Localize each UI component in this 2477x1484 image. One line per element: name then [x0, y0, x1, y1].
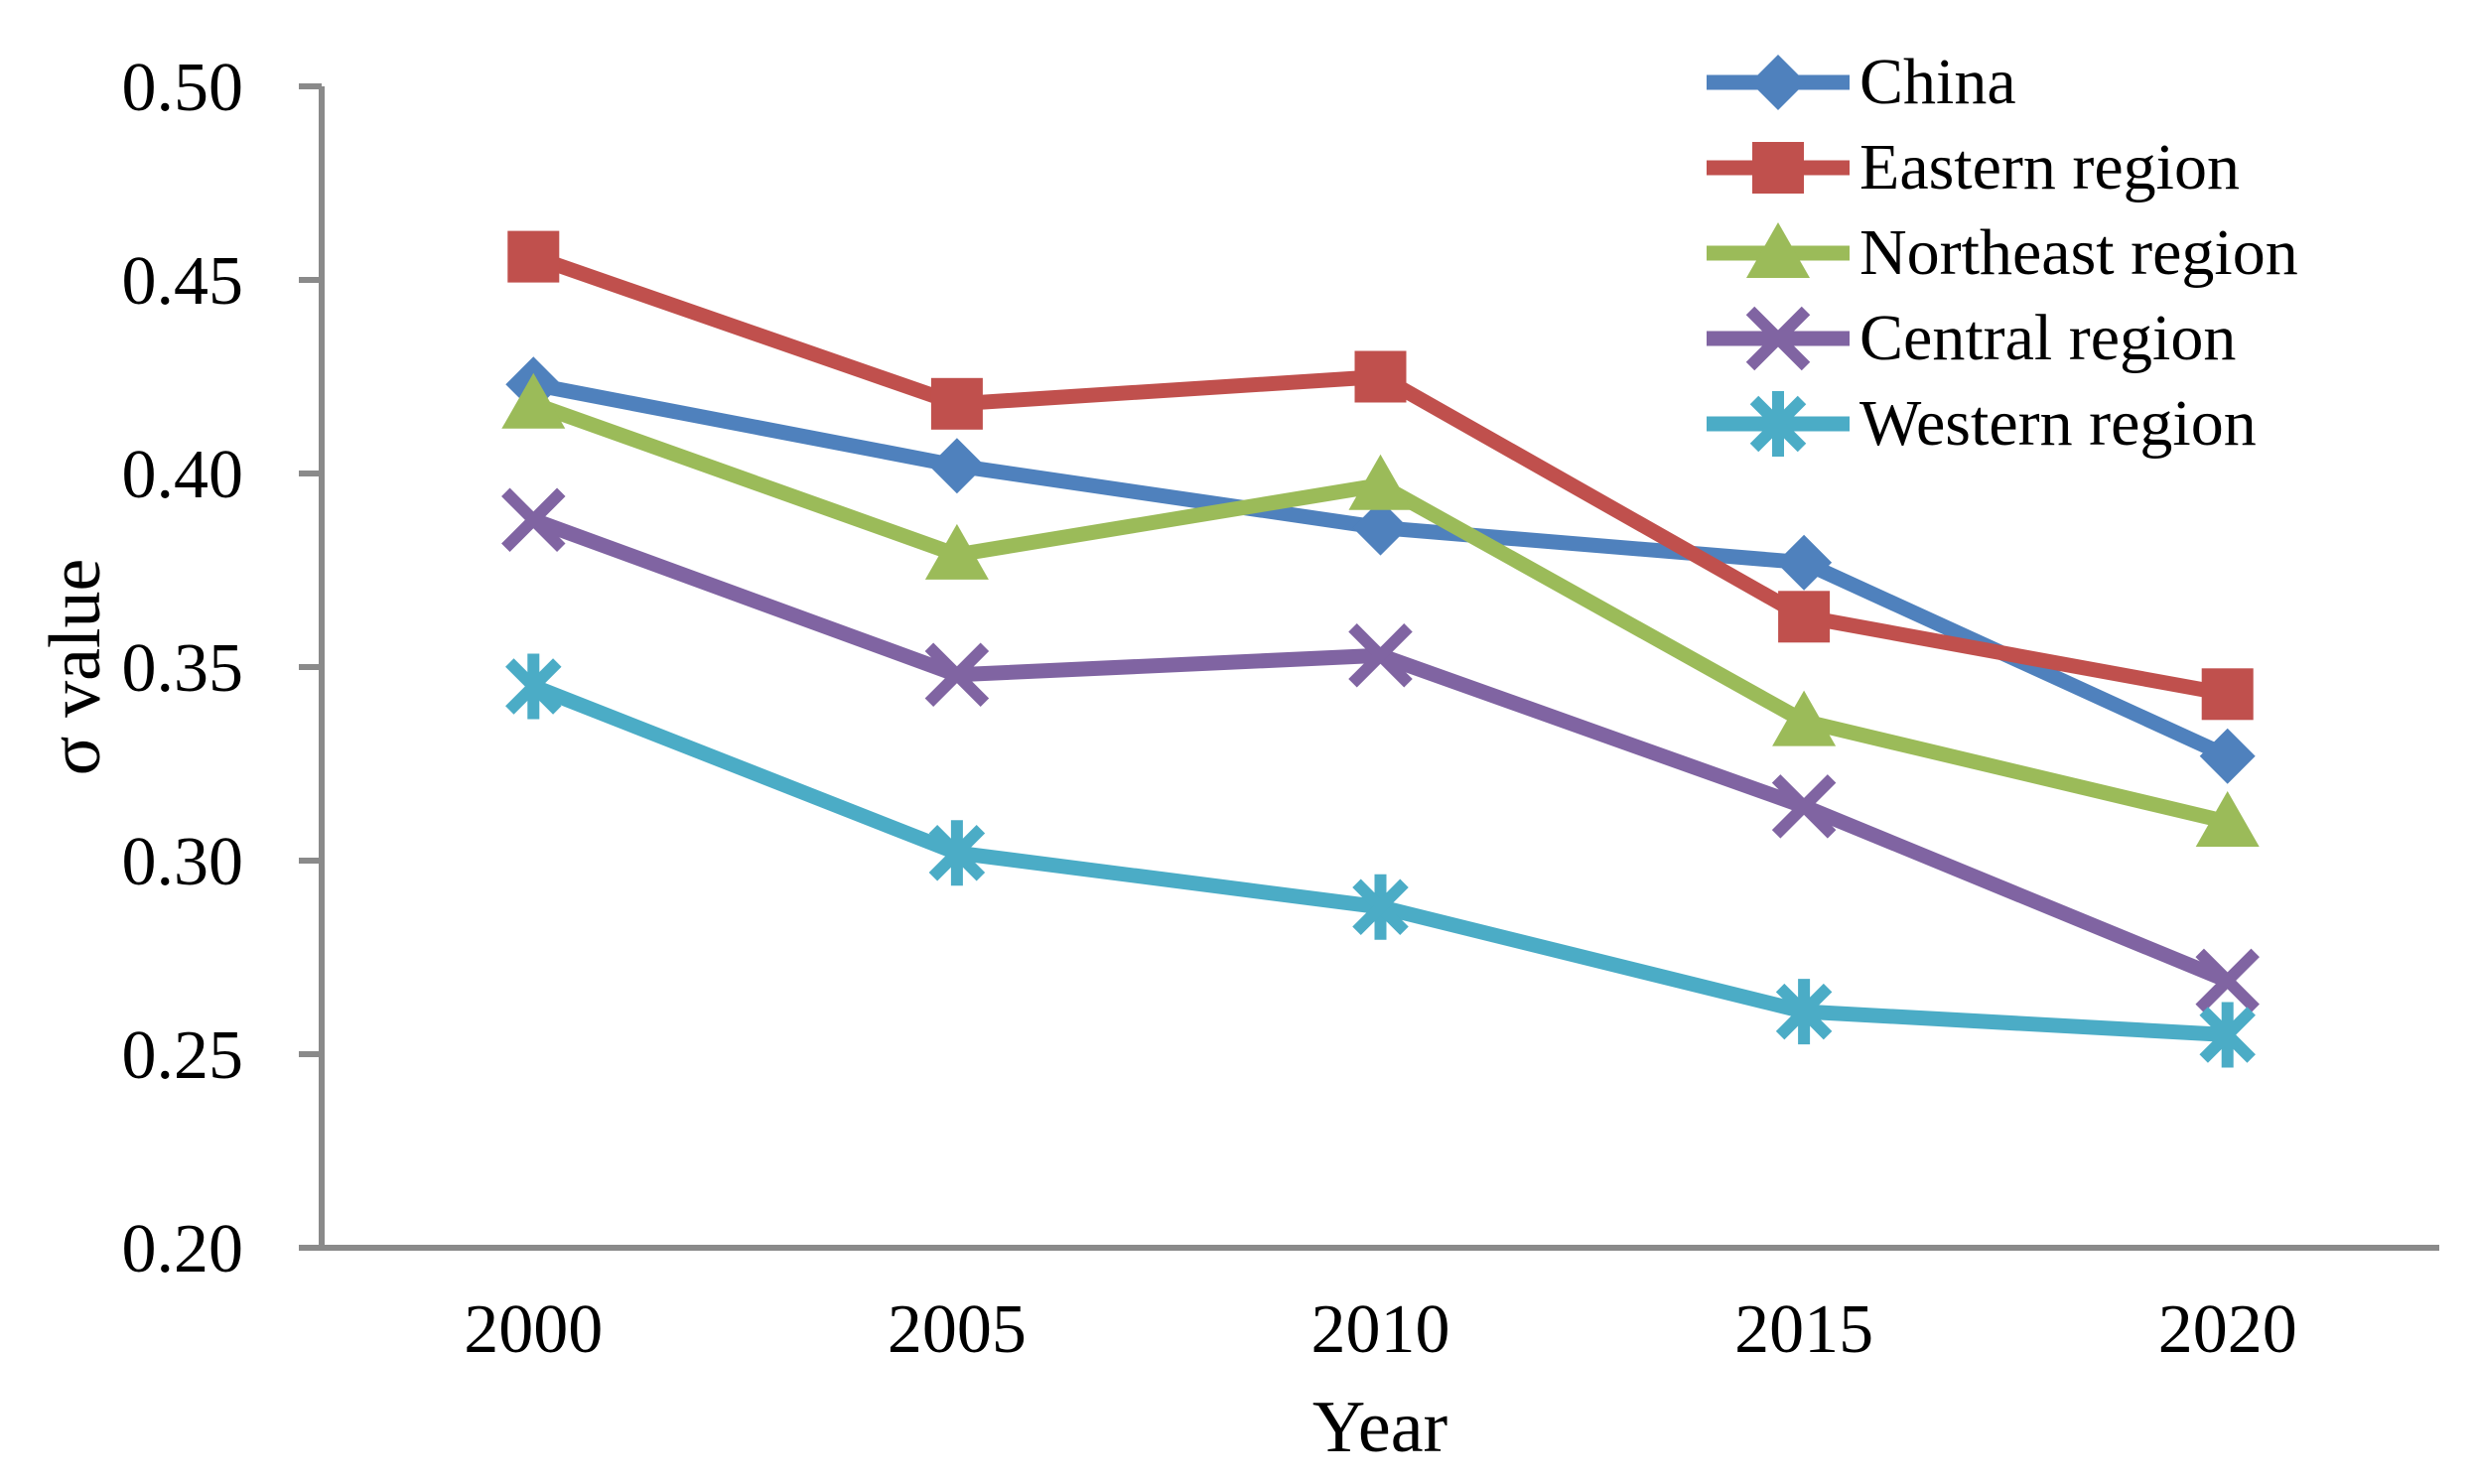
- triangle-marker-icon: [501, 372, 566, 429]
- legend-label: Eastern region: [1859, 131, 2241, 203]
- legend-marker-icon: [1752, 142, 1804, 194]
- square-marker-icon: [2201, 668, 2254, 721]
- legend-item-eastern-region: Eastern region: [1705, 125, 2298, 210]
- diamond-marker-icon: [1750, 55, 1806, 110]
- asterisk-marker-icon: [2199, 1007, 2256, 1063]
- legend-swatch-eastern-region: [1707, 142, 1850, 194]
- x-tick-label: 2000: [464, 1291, 603, 1368]
- data-point-northeast-region-2015: [1772, 690, 1837, 746]
- data-point-china-2010: [1352, 499, 1409, 556]
- diamond-marker-icon: [2199, 728, 2256, 784]
- triangle-marker-icon: [924, 523, 989, 580]
- x-marker-icon: [1771, 774, 1837, 839]
- triangle-marker-icon: [1348, 454, 1413, 510]
- y-tick-label: 0.40: [122, 437, 244, 513]
- data-point-central-region-2000: [501, 487, 566, 553]
- legend-swatch-northeast-region: [1707, 222, 1850, 278]
- y-tick-label: 0.30: [122, 824, 244, 900]
- data-point-central-region-2010: [1348, 623, 1413, 688]
- y-tick-label: 0.35: [122, 630, 244, 707]
- x-marker-icon: [924, 642, 990, 708]
- series-northeast-region: [501, 372, 2260, 847]
- axes: 0.50 0.45 0.40 0.35 0.30 0.25 0.20 2000 2005 2010…: [122, 50, 2439, 1368]
- x-tick-label: 2005: [888, 1291, 1027, 1368]
- series-central-region: [501, 487, 2260, 1013]
- legend-label: Western region: [1859, 387, 2257, 460]
- square-marker-icon: [507, 230, 560, 283]
- series-western-region: [505, 653, 2256, 1068]
- data-point-northeast-region-2010: [1348, 454, 1413, 510]
- x-marker-icon: [501, 487, 566, 553]
- x-tick-label: 2015: [1734, 1291, 1873, 1368]
- data-point-northeast-region-2000: [501, 372, 566, 429]
- series-layer: [501, 230, 2260, 1068]
- data-point-eastern-region-2015: [1778, 591, 1831, 643]
- legend-item-china: China: [1705, 40, 2298, 125]
- x-tick-label: 2010: [1311, 1291, 1450, 1368]
- data-point-china-2015: [1776, 534, 1833, 591]
- legend-swatch-china: [1707, 55, 1850, 110]
- x-marker-icon: [1745, 306, 1811, 371]
- square-marker-icon: [1778, 591, 1831, 643]
- legend-swatch-central-region: [1707, 306, 1850, 371]
- asterisk-marker-icon: [1749, 395, 1807, 453]
- x-tick-label: 2020: [2158, 1291, 2297, 1368]
- y-tick-label: 0.50: [122, 50, 244, 126]
- square-marker-icon: [1752, 142, 1804, 194]
- y-tick-label: 0.20: [122, 1211, 244, 1287]
- data-point-western-region-2010: [1352, 874, 1409, 940]
- data-point-china-2005: [928, 438, 985, 494]
- data-point-central-region-2005: [924, 642, 990, 708]
- square-marker-icon: [1354, 350, 1407, 403]
- y-tick-label: 0.25: [122, 1017, 244, 1094]
- data-point-northeast-region-2005: [924, 523, 989, 580]
- diamond-marker-icon: [1776, 534, 1833, 591]
- data-point-western-region-2020: [2199, 1002, 2256, 1068]
- data-point-northeast-region-2020: [2195, 791, 2260, 847]
- legend-item-northeast-region: Northeast region: [1705, 210, 2298, 296]
- legend-label: China: [1859, 46, 2016, 118]
- y-axis-title: σ value: [35, 559, 116, 776]
- y-tick-label: 0.45: [122, 243, 244, 320]
- data-point-china-2020: [2199, 728, 2256, 784]
- data-point-western-region-2000: [505, 653, 562, 720]
- series-eastern-region: [507, 230, 2254, 721]
- diamond-marker-icon: [928, 438, 985, 494]
- asterisk-marker-icon: [1775, 983, 1833, 1040]
- legend-marker-icon: [1745, 306, 1811, 371]
- legend-label: Central region: [1859, 302, 2237, 374]
- asterisk-marker-icon: [505, 658, 562, 715]
- data-point-central-region-2015: [1771, 774, 1837, 839]
- legend-marker-icon: [1749, 391, 1807, 457]
- legend-item-central-region: Central region: [1705, 296, 2298, 381]
- legend-label: Northeast region: [1859, 216, 2298, 289]
- data-point-central-region-2020: [2195, 948, 2260, 1013]
- data-point-eastern-region-2005: [930, 377, 983, 430]
- diamond-marker-icon: [1352, 499, 1409, 556]
- square-marker-icon: [930, 377, 983, 430]
- triangle-marker-icon: [2195, 791, 2260, 847]
- legend-swatch-western-region: [1707, 391, 1850, 457]
- triangle-marker-icon: [1772, 690, 1837, 746]
- data-point-eastern-region-2020: [2201, 668, 2254, 721]
- legend-marker-icon: [1746, 222, 1810, 278]
- data-point-western-region-2015: [1775, 979, 1833, 1045]
- data-point-eastern-region-2010: [1354, 350, 1407, 403]
- series-line-western-region: [530, 679, 2229, 1042]
- legend: China Eastern region Northeast region Centr…: [1705, 40, 2298, 467]
- x-marker-icon: [2195, 948, 2260, 1013]
- asterisk-marker-icon: [1352, 878, 1409, 936]
- asterisk-marker-icon: [928, 824, 986, 881]
- data-point-western-region-2005: [928, 820, 986, 886]
- triangle-marker-icon: [1746, 222, 1810, 278]
- x-axis-title: Year: [1312, 1387, 1447, 1468]
- legend-item-western-region: Western region: [1705, 381, 2298, 467]
- legend-marker-icon: [1750, 55, 1806, 110]
- x-marker-icon: [1348, 623, 1413, 688]
- data-point-eastern-region-2000: [507, 230, 560, 283]
